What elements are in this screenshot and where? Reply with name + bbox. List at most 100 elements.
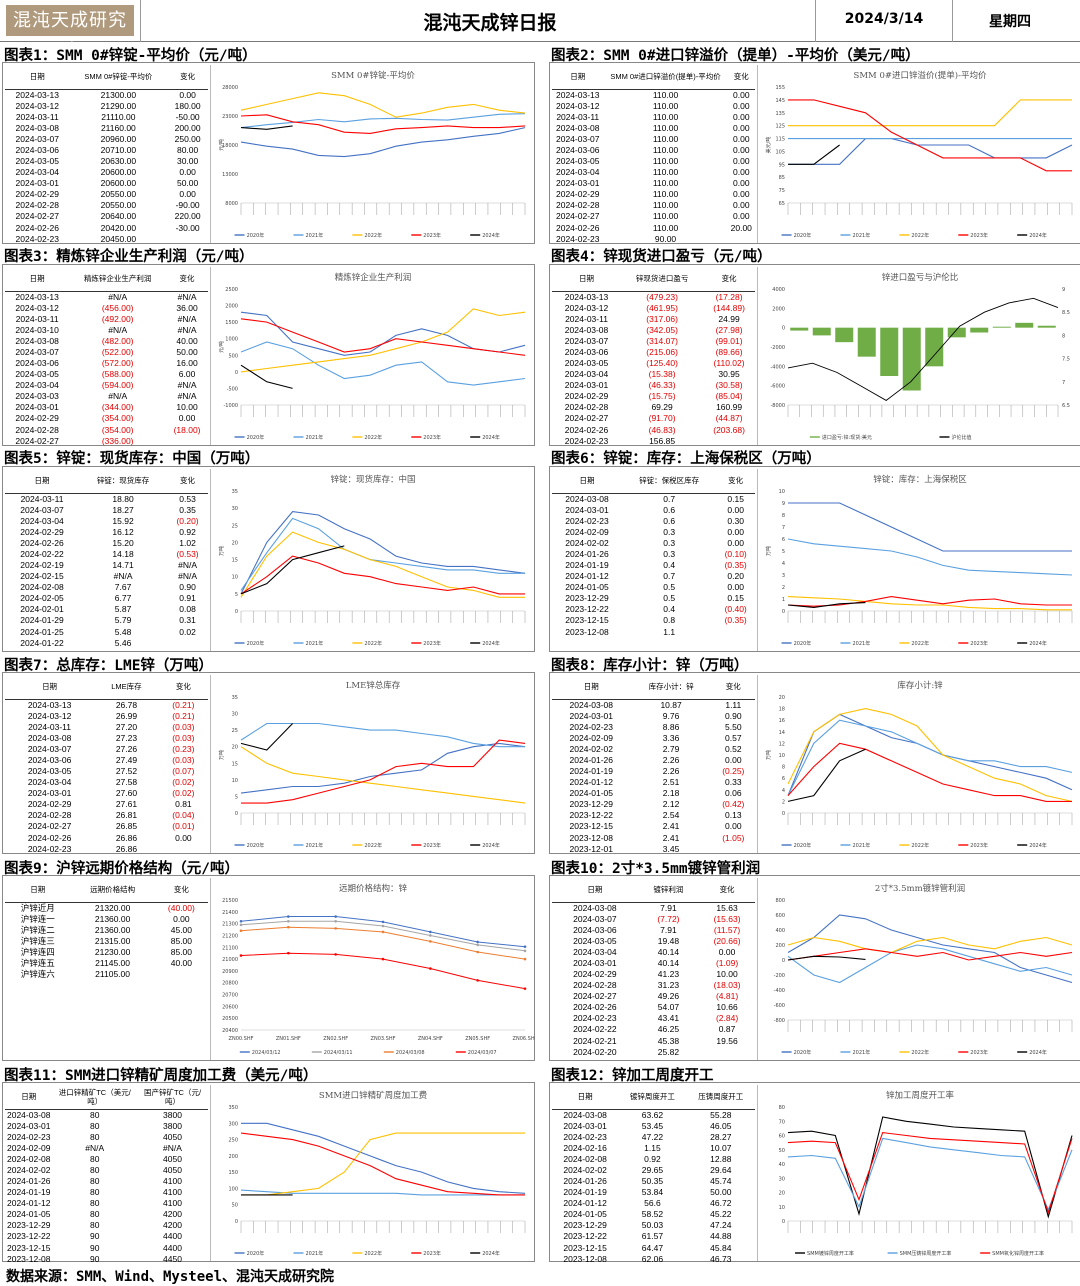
chart-svg: 锌锭：现货库存：中国 35 30 25 20 15 10 5 0 万吨 2020年 2021年 2022… bbox=[218, 474, 526, 647]
legend-label: 2021年 bbox=[852, 232, 870, 239]
y-tick-label: 20600 bbox=[222, 1004, 238, 1010]
cell-value: 90 bbox=[90, 1242, 100, 1253]
row-label: 沪锌连六 bbox=[20, 969, 55, 980]
cell-value bbox=[167, 638, 208, 649]
legend-label: 2020年 bbox=[794, 232, 812, 239]
y-tick-label: 30 bbox=[232, 506, 238, 512]
cell-value: (0.35) bbox=[724, 615, 747, 626]
cell-value: (110.02) bbox=[713, 358, 745, 369]
section-title: 图表7：总库存：LME锌（万吨） bbox=[4, 658, 213, 674]
cell-value: 0.15 bbox=[727, 593, 744, 604]
y-tick-label: 135 bbox=[775, 111, 785, 117]
y-tick-label: 400 bbox=[775, 928, 785, 934]
cell-value: 15.92 bbox=[112, 515, 134, 526]
company-logo: 混沌天成研究院 bbox=[6, 5, 134, 62]
cell-value: 16.00 bbox=[176, 358, 198, 369]
cell-value: 26.85 bbox=[115, 821, 138, 832]
legend-label: 2020年 bbox=[794, 1049, 812, 1056]
series-line bbox=[787, 955, 866, 961]
bar-mark bbox=[902, 327, 921, 391]
cell-value: 56.6 bbox=[644, 1198, 661, 1209]
y-tick-label: 0 bbox=[782, 326, 785, 332]
legend-label: 2024年 bbox=[1029, 1049, 1047, 1056]
y-tick-label: 13000 bbox=[222, 172, 238, 178]
cell-value: 46.72 bbox=[710, 1198, 732, 1209]
y-tick-label: -2000 bbox=[770, 345, 785, 351]
cell-value: 80 bbox=[90, 1109, 100, 1120]
series-line bbox=[240, 1132, 525, 1196]
row-label: 2024-02-28 bbox=[573, 980, 617, 991]
cell-value: (492.00) bbox=[101, 313, 134, 324]
row-label: 2024-02-26 bbox=[15, 222, 59, 233]
cell-value: 0.7 bbox=[663, 493, 676, 504]
row-label: 2024-03-07 bbox=[556, 133, 600, 144]
table-header-row: 日期 库存小计：锌 变化 bbox=[552, 675, 755, 700]
chart-title: 2寸*3.5mm镀锌管利润 bbox=[875, 883, 965, 894]
cell-value: (354.00) bbox=[101, 424, 134, 435]
legend-label: 2021年 bbox=[305, 434, 323, 441]
x-tick-label: ZN03.SHF bbox=[371, 1036, 396, 1042]
table-header-row: 日期 SMM 0#锌锭-平均价 变化 bbox=[5, 65, 208, 90]
row-label: 2024-03-07 bbox=[15, 133, 59, 144]
series-line bbox=[787, 742, 1072, 802]
section-panel: 日期 镀锌利润 变化 2024-03-08 7.91 15.63 2024-03-07 (7.… bbox=[549, 875, 1080, 1061]
cell-value: 5.79 bbox=[114, 615, 132, 626]
table-row: 2024-01-05 58.52 45.22 bbox=[552, 1209, 755, 1220]
cell-value: 50.00 bbox=[176, 346, 198, 357]
cell-value: 7.91 bbox=[660, 924, 677, 935]
table-row: 2024-03-12 21290.00 180.00 bbox=[5, 101, 208, 112]
cell-value: 30.00 bbox=[176, 156, 199, 167]
data-point bbox=[239, 923, 243, 927]
bar-mark bbox=[925, 327, 944, 367]
column-header: 变化 bbox=[154, 878, 208, 903]
column-header: 日期 bbox=[552, 65, 604, 90]
table-row: 2024-01-26 0.3 (0.10) bbox=[552, 549, 755, 560]
table-row: 2024-03-07 27.26 (0.23) bbox=[5, 744, 208, 755]
cell-value: (456.00) bbox=[101, 302, 134, 313]
cell-value: 0.00 bbox=[725, 821, 742, 832]
cell-value: 10.87 bbox=[660, 699, 682, 710]
legend-label: 2021年 bbox=[852, 842, 870, 849]
row-label: 2024-03-04 bbox=[564, 369, 609, 380]
cell-value: (0.04) bbox=[172, 810, 195, 821]
row-label: 2024-03-01 bbox=[573, 957, 617, 968]
cell-value: 0.00 bbox=[727, 582, 744, 593]
y-tick-label: -600 bbox=[774, 1003, 785, 1009]
cell-value: 20630.00 bbox=[100, 156, 137, 167]
cell-value: (15.63) bbox=[713, 913, 741, 924]
row-label: 2024-02-09 bbox=[7, 1142, 51, 1153]
table-header-row: 日期 LME库存 变化 bbox=[5, 675, 208, 700]
section-title: 图表4：锌现货进口盈亏（元/吨） bbox=[551, 249, 772, 265]
table-row: 2024-03-13 110.00 0.00 bbox=[552, 89, 755, 101]
row-label: 2024-02-16 bbox=[563, 1142, 607, 1153]
cell-value: 110.00 bbox=[652, 133, 679, 144]
y2-tick-label: 7.5 bbox=[1062, 357, 1070, 363]
row-label: 2024-01-19 bbox=[563, 1187, 607, 1198]
series-line bbox=[788, 99, 1072, 172]
y-tick-label: 21500 bbox=[222, 898, 238, 904]
cell-value: 5.50 bbox=[725, 721, 742, 732]
data-point bbox=[334, 953, 337, 956]
legend-label: SMM镀锌周度开工率 bbox=[807, 1250, 854, 1257]
row-label: 2024-03-12 bbox=[15, 100, 59, 111]
data-point bbox=[381, 924, 385, 928]
table-row: 2024-01-12 56.6 46.72 bbox=[552, 1198, 755, 1209]
bar-mark bbox=[880, 327, 899, 376]
chart-title: SMM 0#锌锭-平均价 bbox=[331, 70, 415, 81]
cell-value: 27.58 bbox=[115, 777, 138, 788]
column-header: 变化 bbox=[167, 65, 208, 90]
cell-value: 18.80 bbox=[112, 493, 134, 504]
row-label: 2024-02-29 bbox=[15, 413, 59, 424]
row-label: 2024-03-13 bbox=[15, 89, 59, 100]
cell-value: (30.58) bbox=[715, 380, 743, 391]
y-axis-label: 美元/吨 bbox=[765, 137, 772, 154]
row-label: 2024-02-19 bbox=[20, 560, 64, 571]
row-label: 2024-02-29 bbox=[15, 189, 59, 200]
cell-value: 0.4 bbox=[663, 604, 676, 615]
series-line bbox=[787, 719, 1073, 796]
y-axis-label: 万吨 bbox=[218, 750, 225, 760]
y-tick-label: 20400 bbox=[222, 1028, 238, 1034]
cell-value: 46.73 bbox=[710, 1253, 732, 1264]
table-row: 2024-02-22 46.25 0.87 bbox=[552, 1024, 755, 1035]
data-point bbox=[476, 950, 479, 954]
